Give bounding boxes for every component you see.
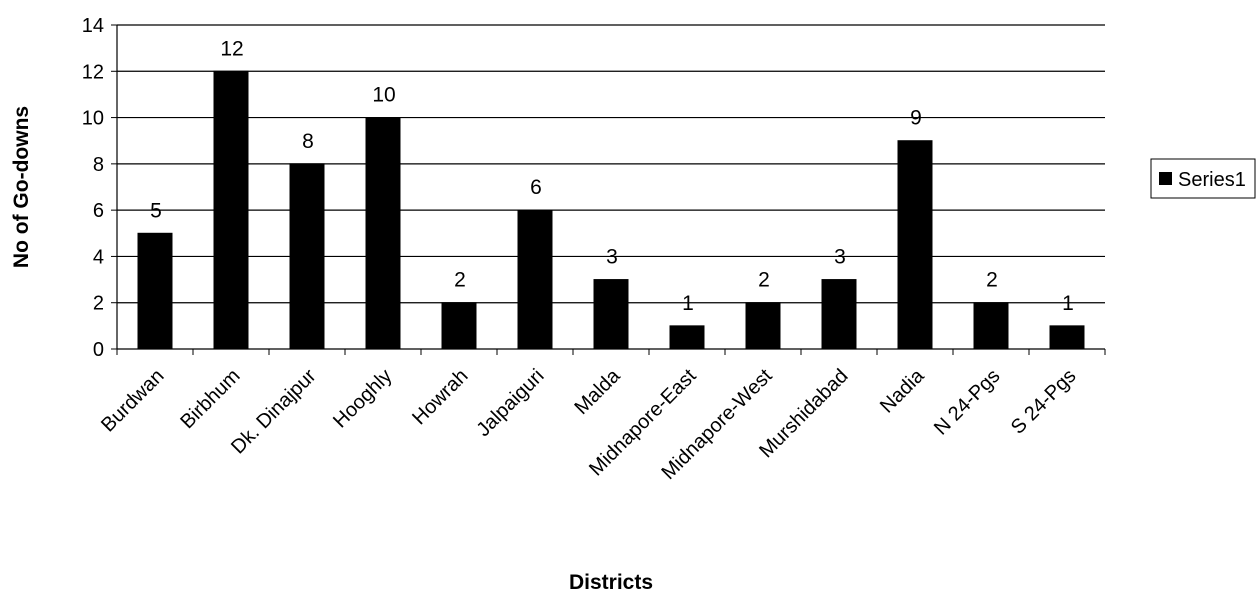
bar <box>1049 325 1085 350</box>
y-axis-title: No of Go-downs <box>10 106 33 268</box>
x-axis-title: Districts <box>569 571 653 594</box>
data-label: 12 <box>220 37 243 60</box>
bar <box>745 302 781 350</box>
data-label: 5 <box>150 199 162 222</box>
y-tick-label: 12 <box>82 61 104 83</box>
legend: Series1 <box>1150 158 1256 199</box>
data-label: 3 <box>606 246 618 269</box>
y-tick-label: 2 <box>93 293 104 315</box>
legend-series-name: Series1 <box>1178 169 1246 191</box>
data-label: 1 <box>1062 292 1074 315</box>
y-tick-label: 6 <box>93 200 104 222</box>
bar <box>213 70 249 350</box>
x-tick-label: Birbhum <box>176 365 244 433</box>
data-label: 3 <box>834 246 846 269</box>
bar <box>669 325 705 350</box>
gridlines <box>117 24 1105 304</box>
bar <box>517 209 553 350</box>
x-tick-label: Howrah <box>408 365 472 429</box>
data-label: 6 <box>530 176 542 199</box>
y-tick-label: 8 <box>93 154 104 176</box>
data-label: 10 <box>372 84 395 107</box>
x-tick-label: Hooghly <box>329 365 396 432</box>
y-tick-labels: 0 2 4 6 8 10 12 14 <box>82 15 104 361</box>
y-tick-label: 10 <box>82 108 104 130</box>
data-label: 8 <box>302 130 314 153</box>
y-tick-label: 4 <box>93 246 104 268</box>
y-tick-label: 0 <box>93 339 104 361</box>
bar <box>289 163 325 350</box>
y-tick-label: 14 <box>82 15 104 37</box>
data-label: 2 <box>454 269 466 292</box>
bar <box>897 140 933 350</box>
x-tick-label: S 24-Pgs <box>1007 365 1081 439</box>
data-label: 1 <box>682 292 694 315</box>
axes <box>111 24 1106 355</box>
bar <box>973 302 1009 350</box>
bar <box>821 279 857 350</box>
legend-swatch <box>1159 172 1172 185</box>
bar <box>593 279 629 350</box>
x-tick-label: Jalpaiguri <box>472 365 548 441</box>
bar <box>365 117 401 350</box>
data-label: 2 <box>986 269 998 292</box>
bars <box>137 70 1085 350</box>
x-tick-label: Nadia <box>876 364 929 417</box>
bar <box>441 302 477 350</box>
bar <box>137 232 173 350</box>
x-tick-label: Malda <box>570 364 625 419</box>
data-label: 2 <box>758 269 770 292</box>
x-tick-label: N 24-Pgs <box>930 365 1005 440</box>
data-label: 9 <box>910 107 922 130</box>
x-tick-label: Burdwan <box>97 365 168 436</box>
